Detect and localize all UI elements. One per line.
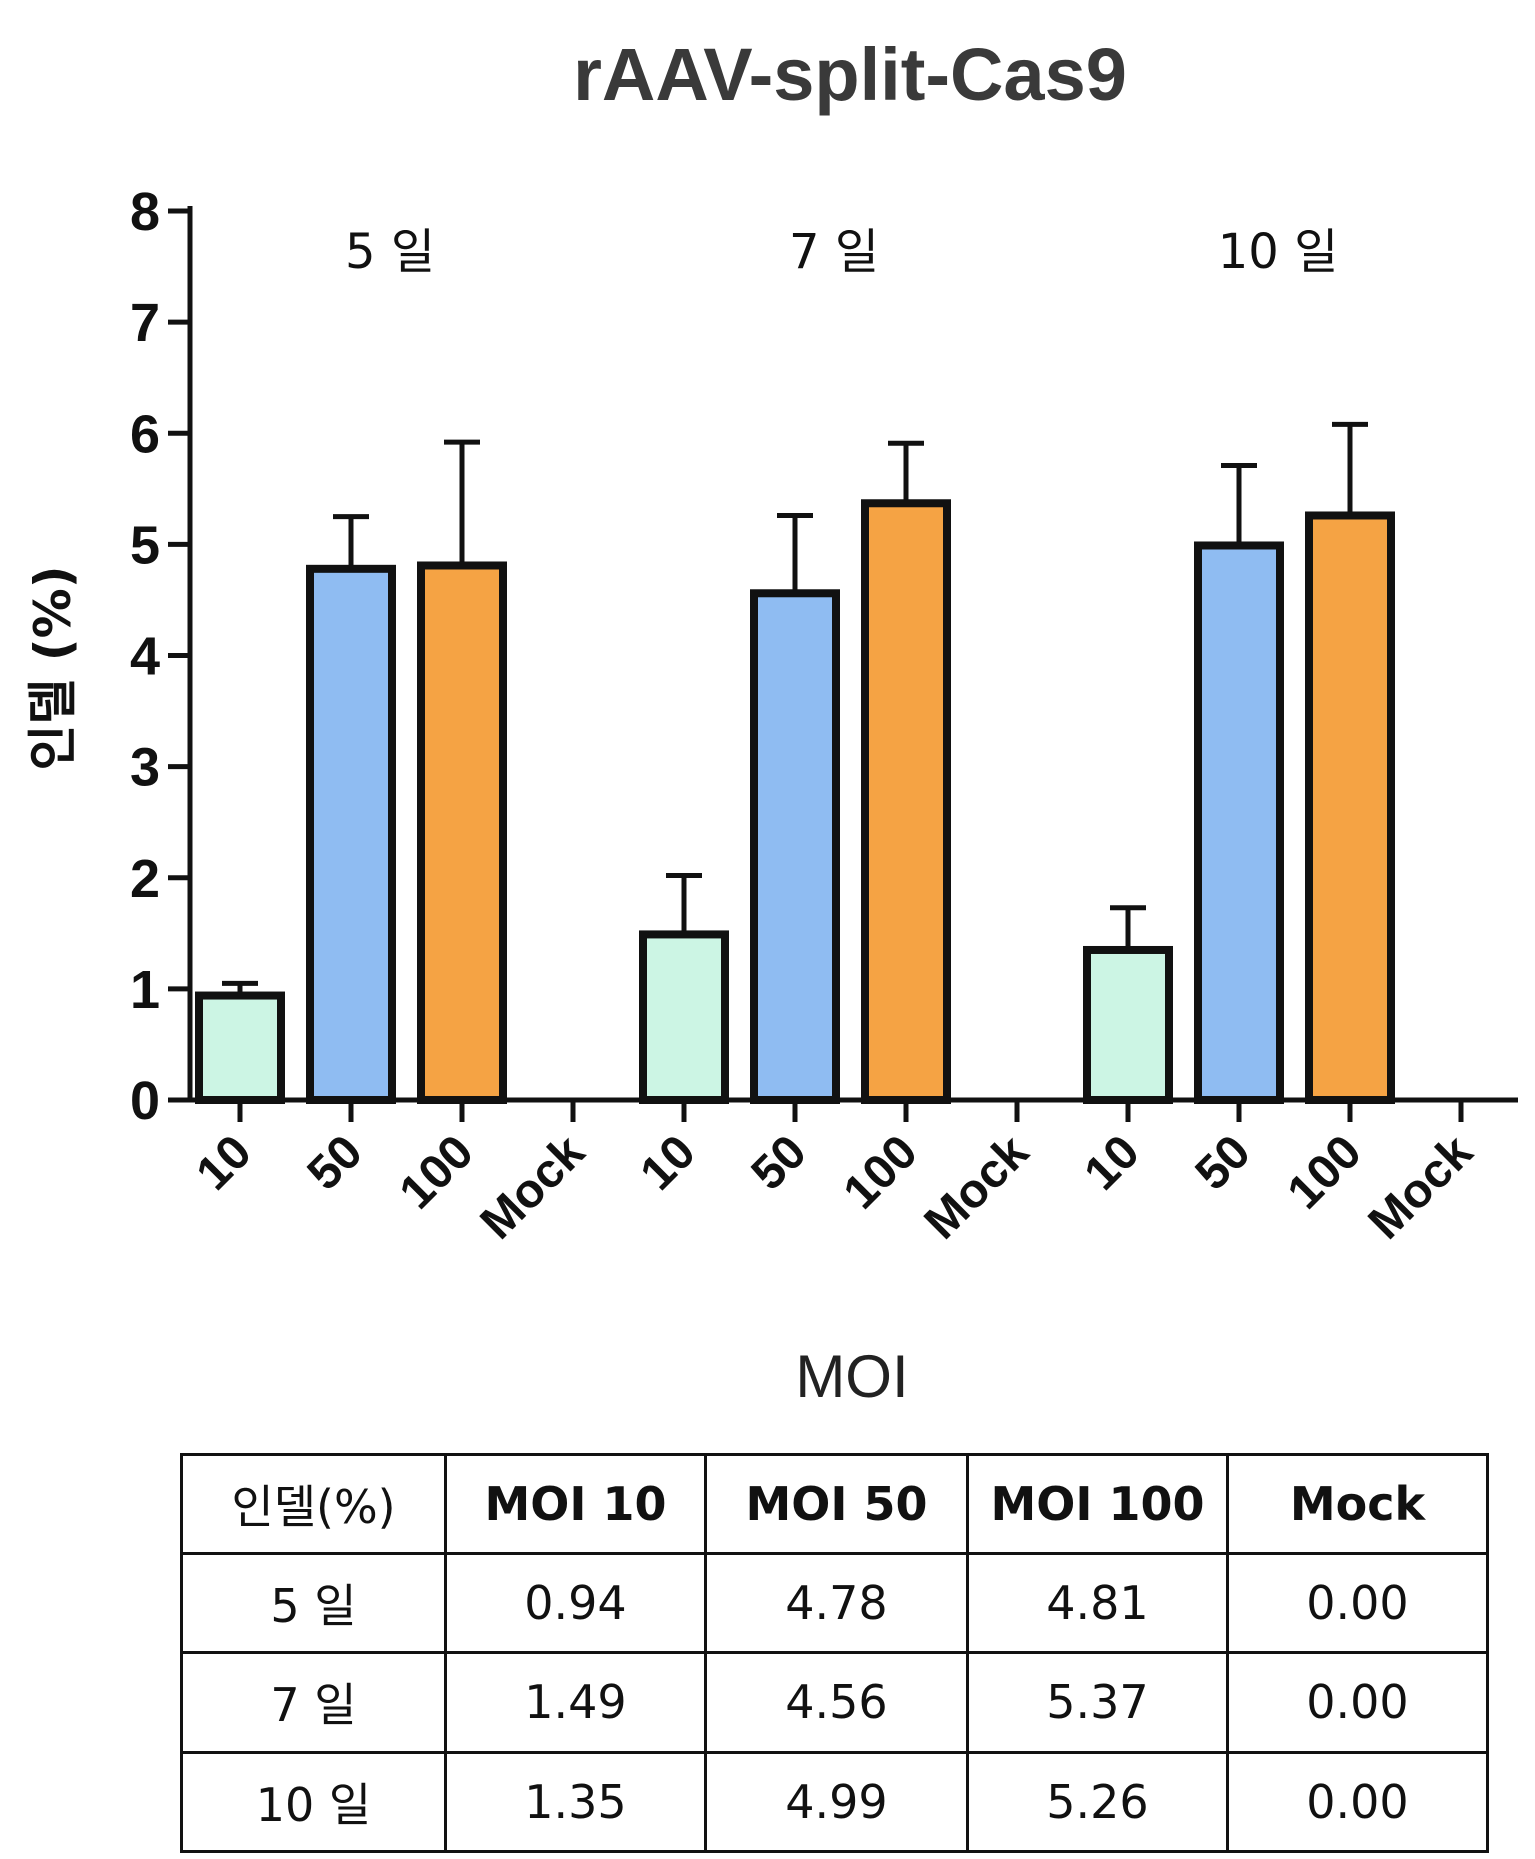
bar <box>417 561 507 1104</box>
group-label: 5 일 <box>345 224 435 280</box>
table-header-cell: MOI 100 <box>966 1453 1229 1555</box>
y-tick-label: 1 <box>130 960 160 1020</box>
x-category-label: 100 <box>1278 1125 1372 1219</box>
table-cell: 4.81 <box>966 1551 1229 1655</box>
table-row-header: 5 일 <box>180 1551 447 1655</box>
x-category-label: Mock <box>1359 1125 1483 1249</box>
x-axis-label: MOI <box>795 1343 908 1410</box>
x-category-label: Mock <box>915 1125 1039 1249</box>
x-category-label: Mock <box>471 1125 595 1249</box>
y-tick-label: 4 <box>130 627 160 687</box>
table-row-header: 7 일 <box>180 1651 447 1754</box>
y-tick-label: 3 <box>130 738 160 798</box>
y-tick-label: 8 <box>130 182 160 242</box>
table-row: 7 일 1.49 4.56 5.37 0.00 <box>180 1651 1489 1754</box>
table-cell: 5.37 <box>966 1651 1229 1754</box>
table-cell: 0.00 <box>1226 1551 1489 1655</box>
table-cell: 1.49 <box>444 1651 707 1754</box>
y-tick-label: 2 <box>130 849 160 909</box>
bar <box>1083 945 1173 1105</box>
table-cell: 0.00 <box>1226 1651 1489 1754</box>
chart-title: rAAV-split-Cas9 <box>573 33 1127 116</box>
group-label: 10 일 <box>1218 224 1339 280</box>
values-table: 인델(%) MOI 10 MOI 50 MOI 100 Mock 5 일 0.9… <box>180 1453 1489 1854</box>
y-tick-label: 5 <box>130 515 160 575</box>
table-row: 5 일 0.94 4.78 4.81 0.00 <box>180 1551 1489 1655</box>
table-cell: 4.56 <box>704 1651 969 1754</box>
x-category-label: 50 <box>742 1125 817 1200</box>
y-tick-label: 0 <box>130 1071 160 1131</box>
table-header-cell: MOI 50 <box>704 1453 969 1555</box>
table-cell: 0.00 <box>1226 1750 1489 1854</box>
bar <box>195 991 285 1104</box>
table-header-cell: MOI 10 <box>444 1453 707 1555</box>
table-row: 10 일 1.35 4.99 5.26 0.00 <box>180 1750 1489 1854</box>
table-header-cell: 인델(%) <box>180 1453 447 1555</box>
y-tick-label: 6 <box>130 404 160 464</box>
table-header-row: 인델(%) MOI 10 MOI 50 MOI 100 Mock <box>180 1453 1489 1555</box>
bar <box>750 589 840 1105</box>
table-cell: 4.78 <box>704 1551 969 1655</box>
x-category-label: 10 <box>187 1125 262 1200</box>
table-cell: 4.99 <box>704 1750 969 1854</box>
bar <box>306 564 396 1104</box>
x-category-label: 50 <box>298 1125 373 1200</box>
x-category-label: 100 <box>390 1125 484 1219</box>
y-tick-label: 7 <box>130 293 160 353</box>
bar <box>1194 541 1284 1104</box>
table-cell: 1.35 <box>444 1750 707 1854</box>
table-row-header: 10 일 <box>180 1750 447 1854</box>
y-axis-label: 인델 (%) <box>24 565 82 770</box>
x-category-label: 10 <box>631 1125 706 1200</box>
x-category-label: 50 <box>1186 1125 1261 1200</box>
bar-chart: rAAV-split-Cas9 인델 (%) MOI 0 1 2 3 4 5 6 7 8 5 일… <box>24 33 1518 1410</box>
table-cell: 0.94 <box>444 1551 707 1655</box>
x-category-label: 100 <box>834 1125 928 1219</box>
bar <box>639 930 729 1105</box>
table-cell: 5.26 <box>966 1750 1229 1854</box>
bar <box>1305 511 1395 1104</box>
bar <box>861 499 951 1105</box>
group-label: 7 일 <box>789 224 879 280</box>
table-header-cell: Mock <box>1226 1453 1489 1555</box>
x-category-label: 10 <box>1075 1125 1150 1200</box>
